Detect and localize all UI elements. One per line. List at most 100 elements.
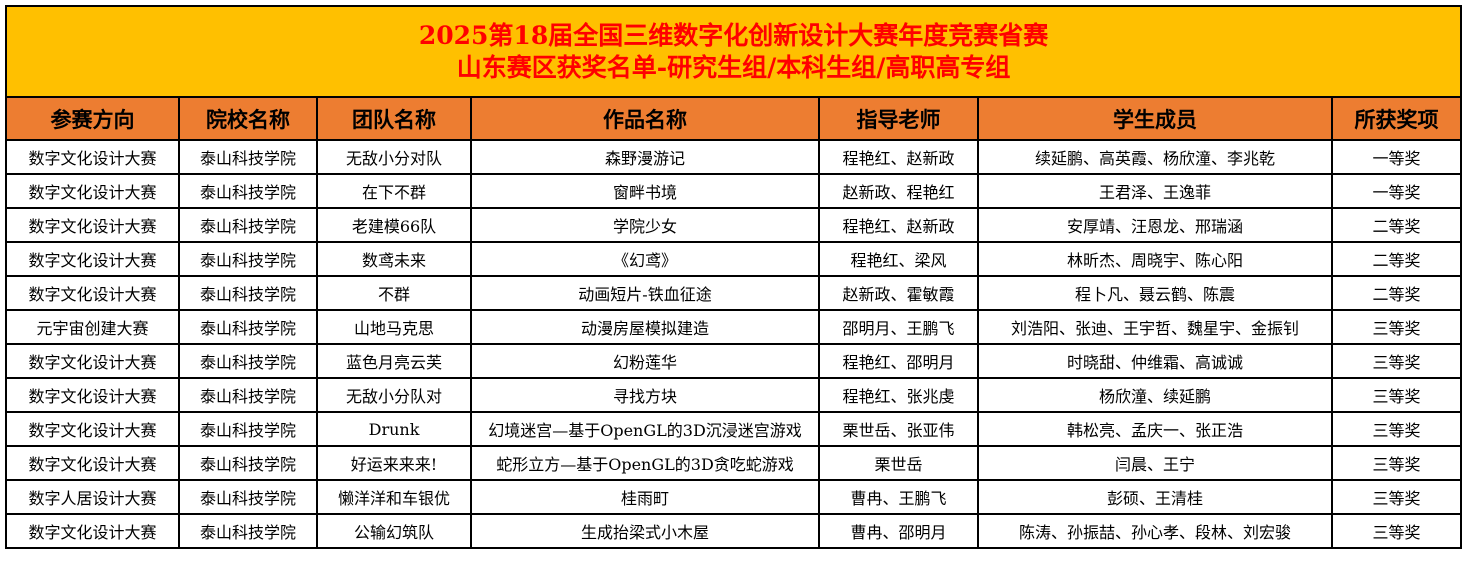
award-list: 2025第18届全国三维数字化创新设计大赛年度竞赛省赛 山东赛区获奖名单-研究生… — [4, 5, 1463, 549]
cell-team: 数鸢未来 — [316, 241, 472, 277]
cell-school: 泰山科技学院 — [178, 275, 318, 311]
cell-award: 三等奖 — [1330, 377, 1463, 413]
cell-students: 韩松亮、孟庆一、张正浩 — [977, 411, 1333, 447]
cell-work: 森野漫游记 — [470, 139, 820, 175]
cell-category: 数字文化设计大赛 — [5, 343, 180, 379]
cell-students: 安厚靖、汪恩龙、邢瑞涵 — [977, 207, 1333, 243]
table-row: 数字文化设计大赛 泰山科技学院 Drunk 幻境迷宫—基于OpenGL的3D沉浸迷宫游… — [5, 411, 1463, 447]
cell-advisor: 栗世岳、张亚伟 — [818, 411, 979, 447]
cell-students: 刘浩阳、张迪、王宇哲、魏星宇、金振钊 — [977, 309, 1333, 345]
cell-team: 蓝色月亮云芙 — [316, 343, 472, 379]
cell-advisor: 曹冉、王鹏飞 — [818, 479, 979, 515]
cell-award: 二等奖 — [1330, 275, 1463, 311]
cell-team: 山地马克思 — [316, 309, 472, 345]
cell-work: 幻粉莲华 — [470, 343, 820, 379]
cell-advisor: 程艳红、梁风 — [818, 241, 979, 277]
cell-work: 动漫房屋模拟建造 — [470, 309, 820, 345]
table-row: 数字文化设计大赛 泰山科技学院 无敌小分队对 寻找方块 程艳红、张兆虔 杨欣潼、续延鹏 三等… — [5, 377, 1463, 413]
cell-students: 杨欣潼、续延鹏 — [977, 377, 1333, 413]
cell-advisor: 赵新政、霍敏霞 — [818, 275, 979, 311]
cell-advisor: 邵明月、王鹏飞 — [818, 309, 979, 345]
cell-team: 不群 — [316, 275, 472, 311]
column-header-work: 作品名称 — [470, 96, 820, 141]
cell-school: 泰山科技学院 — [178, 479, 318, 515]
table-row: 数字文化设计大赛 泰山科技学院 公输幻筑队 生成抬梁式小木屋 曹冉、邵明月 陈涛、孙振喆、… — [5, 513, 1463, 549]
cell-team: 老建模66队 — [316, 207, 472, 243]
cell-award: 三等奖 — [1330, 411, 1463, 447]
table-row: 数字文化设计大赛 泰山科技学院 在下不群 窗畔书境 赵新政、程艳红 王君泽、王逸菲 一等奖 — [5, 173, 1463, 209]
cell-students: 林昕杰、周晓宇、陈心阳 — [977, 241, 1333, 277]
cell-work: 生成抬梁式小木屋 — [470, 513, 820, 549]
cell-advisor: 程艳红、赵新政 — [818, 139, 979, 175]
cell-award: 三等奖 — [1330, 445, 1463, 481]
table-row: 数字文化设计大赛 泰山科技学院 好运来来来! 蛇形立方—基于OpenGL的3D贪吃蛇游… — [5, 445, 1463, 481]
table-row: 元宇宙创建大赛 泰山科技学院 山地马克思 动漫房屋模拟建造 邵明月、王鹏飞 刘浩阳、张迪、… — [5, 309, 1463, 345]
cell-students: 陈涛、孙振喆、孙心孝、段林、刘宏骏 — [977, 513, 1333, 549]
cell-team: 无敌小分对队 — [316, 139, 472, 175]
column-header-school: 院校名称 — [178, 96, 318, 141]
cell-category: 数字文化设计大赛 — [5, 377, 180, 413]
header-row: 参赛方向 院校名称 团队名称 作品名称 指导老师 学生成员 所获奖项 — [5, 96, 1463, 141]
cell-work: 《幻鸢》 — [470, 241, 820, 277]
cell-work: 桂雨町 — [470, 479, 820, 515]
table-row: 数字文化设计大赛 泰山科技学院 蓝色月亮云芙 幻粉莲华 程艳红、邵明月 时晓甜、仲维霜、高… — [5, 343, 1463, 379]
cell-students: 王君泽、王逸菲 — [977, 173, 1333, 209]
cell-school: 泰山科技学院 — [178, 377, 318, 413]
cell-team: 公输幻筑队 — [316, 513, 472, 549]
cell-advisor: 曹冉、邵明月 — [818, 513, 979, 549]
column-header-advisor: 指导老师 — [818, 96, 979, 141]
cell-award: 一等奖 — [1330, 139, 1463, 175]
cell-category: 数字文化设计大赛 — [5, 241, 180, 277]
cell-team: 懒洋洋和车银优 — [316, 479, 472, 515]
cell-category: 数字人居设计大赛 — [5, 479, 180, 515]
cell-students: 彭硕、王清桂 — [977, 479, 1333, 515]
table-title: 2025第18届全国三维数字化创新设计大赛年度竞赛省赛 山东赛区获奖名单-研究生… — [4, 5, 1463, 98]
cell-school: 泰山科技学院 — [178, 139, 318, 175]
cell-school: 泰山科技学院 — [178, 343, 318, 379]
cell-team: 无敌小分队对 — [316, 377, 472, 413]
table-row: 数字文化设计大赛 泰山科技学院 数鸢未来 《幻鸢》 程艳红、梁风 林昕杰、周晓宇、陈心阳二… — [5, 241, 1463, 277]
cell-work: 寻找方块 — [470, 377, 820, 413]
cell-award: 一等奖 — [1330, 173, 1463, 209]
cell-team: 在下不群 — [316, 173, 472, 209]
cell-team: Drunk — [316, 411, 472, 447]
cell-category: 数字文化设计大赛 — [5, 139, 180, 175]
cell-work: 动画短片-铁血征途 — [470, 275, 820, 311]
cell-category: 数字文化设计大赛 — [5, 275, 180, 311]
column-header-team: 团队名称 — [316, 96, 472, 141]
cell-school: 泰山科技学院 — [178, 411, 318, 447]
cell-school: 泰山科技学院 — [178, 241, 318, 277]
cell-advisor: 赵新政、程艳红 — [818, 173, 979, 209]
cell-school: 泰山科技学院 — [178, 513, 318, 549]
cell-school: 泰山科技学院 — [178, 309, 318, 345]
column-header-students: 学生成员 — [977, 96, 1333, 141]
cell-advisor: 程艳红、邵明月 — [818, 343, 979, 379]
cell-category: 数字文化设计大赛 — [5, 411, 180, 447]
cell-category: 数字文化设计大赛 — [5, 207, 180, 243]
cell-work: 蛇形立方—基于OpenGL的3D贪吃蛇游戏 — [470, 445, 820, 481]
cell-students: 续延鹏、高英霞、杨欣潼、李兆乾 — [977, 139, 1333, 175]
cell-students: 时晓甜、仲维霜、高诚诚 — [977, 343, 1333, 379]
cell-advisor: 程艳红、张兆虔 — [818, 377, 979, 413]
cell-award: 三等奖 — [1330, 309, 1463, 345]
cell-category: 数字文化设计大赛 — [5, 445, 180, 481]
cell-award: 二等奖 — [1330, 241, 1463, 277]
column-header-category: 参赛方向 — [5, 96, 180, 141]
cell-award: 三等奖 — [1330, 513, 1463, 549]
cell-category: 元宇宙创建大赛 — [5, 309, 180, 345]
cell-advisor: 程艳红、赵新政 — [818, 207, 979, 243]
table-row: 数字人居设计大赛 泰山科技学院 懒洋洋和车银优 桂雨町 曹冉、王鹏飞 彭硕、王清桂 三等奖 — [5, 479, 1463, 515]
cell-work: 学院少女 — [470, 207, 820, 243]
award-table: 2025第18届全国三维数字化创新设计大赛年度竞赛省赛 山东赛区获奖名单-研究生… — [4, 5, 1463, 549]
cell-school: 泰山科技学院 — [178, 445, 318, 481]
cell-students: 程卜凡、聂云鹤、陈震 — [977, 275, 1333, 311]
cell-team: 好运来来来! — [316, 445, 472, 481]
cell-category: 数字文化设计大赛 — [5, 513, 180, 549]
table-row: 数字文化设计大赛 泰山科技学院 无敌小分对队 森野漫游记 程艳红、赵新政 续延鹏、高英霞、… — [5, 139, 1463, 175]
table-row: 数字文化设计大赛 泰山科技学院 不群 动画短片-铁血征途 赵新政、霍敏霞 程卜凡、聂云鹤、… — [5, 275, 1463, 311]
cell-school: 泰山科技学院 — [178, 207, 318, 243]
column-header-award: 所获奖项 — [1330, 96, 1463, 141]
table-row: 数字文化设计大赛 泰山科技学院 老建模66队 学院少女 程艳红、赵新政 安厚靖、汪恩龙、邢… — [5, 207, 1463, 243]
cell-category: 数字文化设计大赛 — [5, 173, 180, 209]
cell-award: 三等奖 — [1330, 479, 1463, 515]
